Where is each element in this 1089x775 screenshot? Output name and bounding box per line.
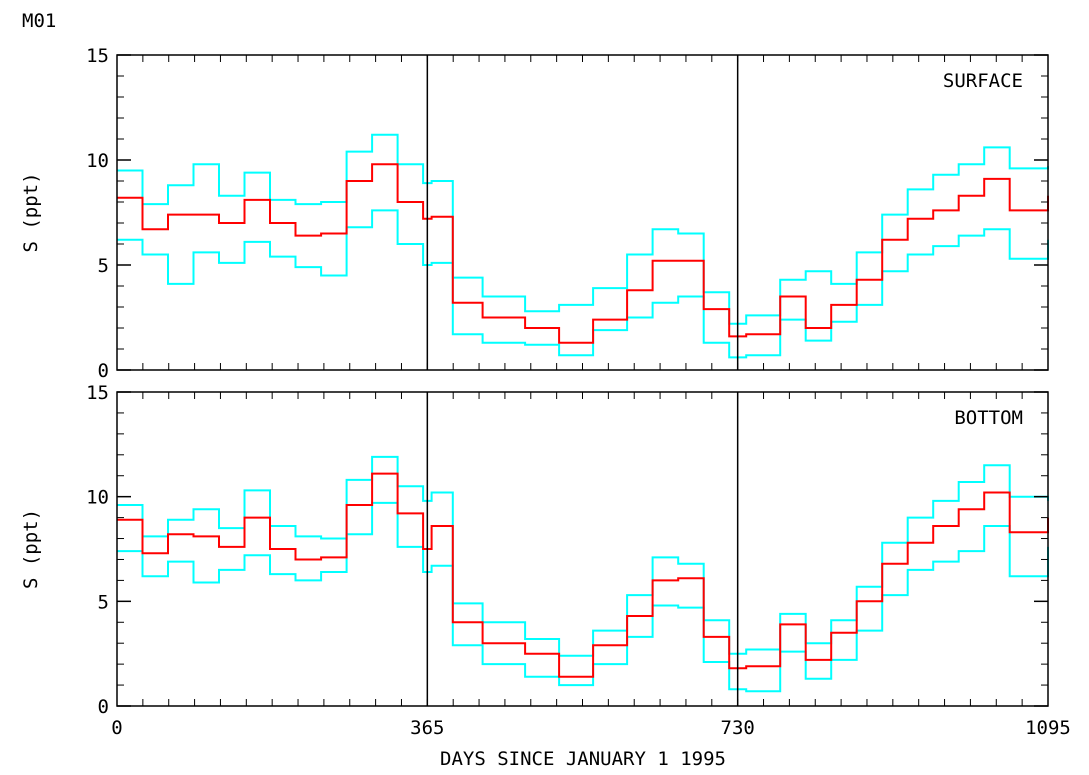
surface-y-axis-label: S (ppt) (20, 172, 42, 252)
x-tick-label: 365 (410, 717, 444, 739)
bottom-y-tick-label: 0 (98, 696, 109, 718)
surface-panel: 0 5 10 15 SURFACE S (ppt) (20, 45, 1049, 382)
surface-series-group (117, 133, 1049, 359)
surface-mean-line (117, 163, 1049, 344)
x-tick-label: 0 (111, 717, 122, 739)
bottom-y-tick-label: 5 (98, 591, 109, 613)
surface-label: SURFACE (943, 70, 1023, 92)
bottom-mean-line (117, 472, 1049, 678)
bottom-lower-line (117, 501, 1049, 693)
surface-axes: 0 5 10 15 (86, 45, 1049, 382)
surface-y-tick-label: 10 (86, 150, 109, 172)
x-axis-label: DAYS SINCE JANUARY 1 1995 (440, 748, 726, 770)
bottom-y-axis-label: S (ppt) (20, 509, 42, 589)
surface-lower-line (117, 209, 1049, 359)
bottom-series-group (117, 455, 1049, 693)
bottom-y-tick-label: 15 (86, 382, 109, 404)
x-tick-label: 1095 (1025, 717, 1071, 739)
bottom-panel: 0 5 10 15 0 365 730 1095 BOTTOM S (ppt) (20, 382, 1071, 739)
bottom-axes: 0 5 10 15 0 365 730 1095 (86, 382, 1071, 739)
bottom-label: BOTTOM (954, 407, 1023, 429)
surface-y-tick-label: 5 (98, 255, 109, 277)
surface-y-tick-label: 0 (98, 360, 109, 382)
surface-y-tick-label: 15 (86, 45, 109, 67)
bottom-y-tick-label: 10 (86, 487, 109, 509)
surface-upper-line (117, 133, 1049, 325)
figure-title: M01 (22, 10, 56, 32)
x-tick-label: 730 (721, 717, 755, 739)
